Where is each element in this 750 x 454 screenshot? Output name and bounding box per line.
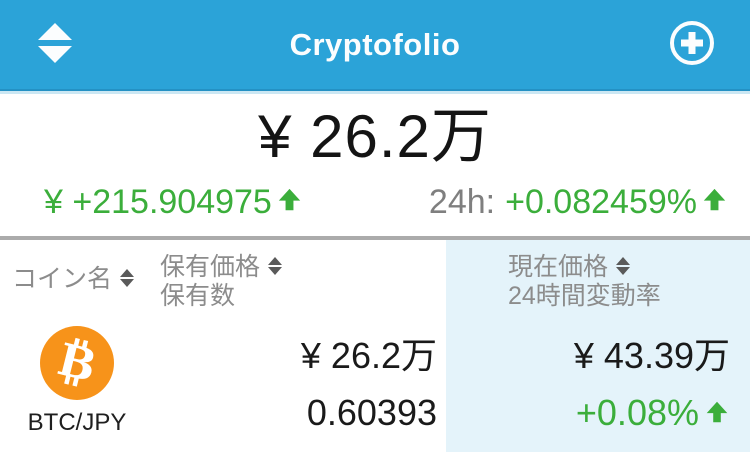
holding-price-header-label: 保有価格 <box>160 253 261 281</box>
sort-arrows-icon <box>34 20 76 69</box>
holdings-table: コイン名 保有価格 保有数 <box>0 240 750 452</box>
change-amount-text: ¥ +215.904975 <box>44 182 272 221</box>
column-header-coin-name[interactable]: コイン名 <box>12 265 135 294</box>
current-price-header-label: 現在価格 <box>508 253 609 281</box>
holding-amount-header-label: 保有数 <box>160 282 236 310</box>
sort-indicator-icon <box>260 253 283 282</box>
current-price-value: ¥ 43.39万 <box>573 335 730 376</box>
sort-indicator-icon <box>608 253 631 282</box>
current-price-column-highlight <box>446 240 750 452</box>
coin-pair-label: BTC/JPY <box>27 409 127 436</box>
portfolio-stats-row: ¥ +215.904975 24h: +0.082459% <box>0 180 750 224</box>
current-price-cell: ¥ 43.39万 +0.08% <box>574 334 730 435</box>
header-divider <box>0 91 750 94</box>
portfolio-change-percent: 24h: +0.082459% <box>429 183 728 222</box>
coin-name-header-label: コイン名 <box>12 265 113 293</box>
change-percent-text: +0.082459% <box>505 182 697 221</box>
portfolio-summary: ¥ 26.2万 ¥ +215.904975 24h: +0.082459% <box>0 94 750 224</box>
up-arrow-icon <box>699 391 730 435</box>
bitcoin-icon: B <box>40 326 114 404</box>
change-24h-value: +0.08% <box>575 392 699 433</box>
portfolio-total-value: ¥ 26.2万 <box>258 103 492 170</box>
portfolio-change-amount: ¥ +215.904975 <box>44 183 303 222</box>
holding-cell: ¥ 26.2万 0.60393 <box>301 334 437 435</box>
up-arrow-icon <box>697 183 728 222</box>
table-row[interactable]: B BTC/JPY ¥ 26.2万 0.60393 ¥ 43.39万 <box>0 320 750 452</box>
holding-amount: 0.60393 <box>306 392 437 433</box>
up-arrow-icon <box>272 183 303 222</box>
plus-circle-icon <box>668 19 716 70</box>
change-rate-header-label: 24時間変動率 <box>508 282 661 310</box>
coin-cell: B BTC/JPY <box>16 326 138 437</box>
add-coin-button[interactable] <box>664 15 720 74</box>
app-title: Cryptofolio <box>289 26 461 62</box>
sort-button[interactable] <box>30 16 80 73</box>
holding-value: ¥ 26.2万 <box>300 335 437 376</box>
column-header-holding[interactable]: 保有価格 保有数 <box>160 253 283 311</box>
section-divider <box>0 236 750 240</box>
column-header-current-price[interactable]: 現在価格 24時間変動率 <box>508 253 661 311</box>
sort-indicator-icon <box>112 265 135 294</box>
app-header: Cryptofolio <box>0 0 750 91</box>
change-24h-label: 24h: <box>428 182 496 221</box>
